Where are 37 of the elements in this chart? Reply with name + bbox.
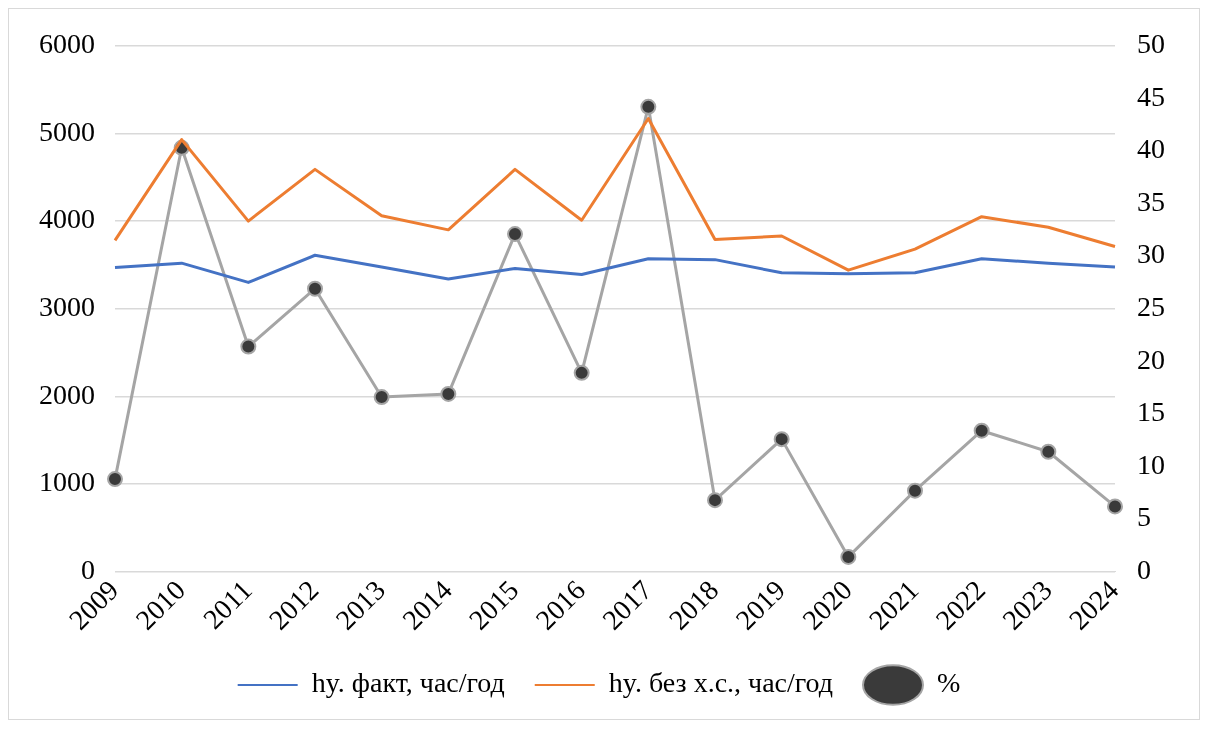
point: [707, 492, 723, 509]
point: [240, 338, 257, 355]
point: [107, 471, 123, 488]
y2-tick-label: 35: [1137, 185, 1165, 217]
y2-tick-label: 0: [1137, 554, 1151, 585]
point: [840, 548, 857, 565]
y-tick-label: 5000: [39, 115, 95, 147]
y-tick-label: 3000: [39, 291, 95, 323]
y-tick-label: 4000: [39, 203, 95, 235]
y2-tick-label: 30: [1137, 238, 1165, 270]
point: [640, 98, 657, 115]
y-tick-label: 2000: [39, 378, 95, 410]
y2-tick-label: 5: [1137, 501, 1151, 533]
legend-label: hy. без х.с., час/год: [608, 667, 833, 699]
y-tick-label: 6000: [39, 28, 95, 60]
y2-tick-label: 25: [1137, 291, 1165, 323]
y2-tick-label: 50: [1137, 28, 1165, 60]
y-tick-label: 0: [81, 554, 95, 585]
y2-tick-label: 10: [1137, 448, 1165, 480]
x-tick-label: 2011: [196, 574, 258, 635]
legend-label: hy. факт, час/год: [311, 667, 505, 699]
y2-tick-label: 20: [1137, 343, 1165, 375]
point: [1107, 498, 1123, 515]
point: [1040, 443, 1057, 460]
point: [507, 226, 523, 243]
y2-tick-label: 45: [1137, 80, 1165, 112]
point: [373, 389, 390, 406]
point: [573, 364, 590, 381]
point: [773, 431, 790, 448]
point: [907, 482, 923, 499]
legend-label: %: [937, 667, 961, 699]
point: [440, 385, 457, 402]
y2-tick-label: 40: [1137, 133, 1165, 165]
point: [973, 422, 990, 439]
y-tick-label: 1000: [39, 466, 95, 498]
point: [307, 280, 323, 297]
y2-tick-label: 15: [1137, 396, 1165, 428]
